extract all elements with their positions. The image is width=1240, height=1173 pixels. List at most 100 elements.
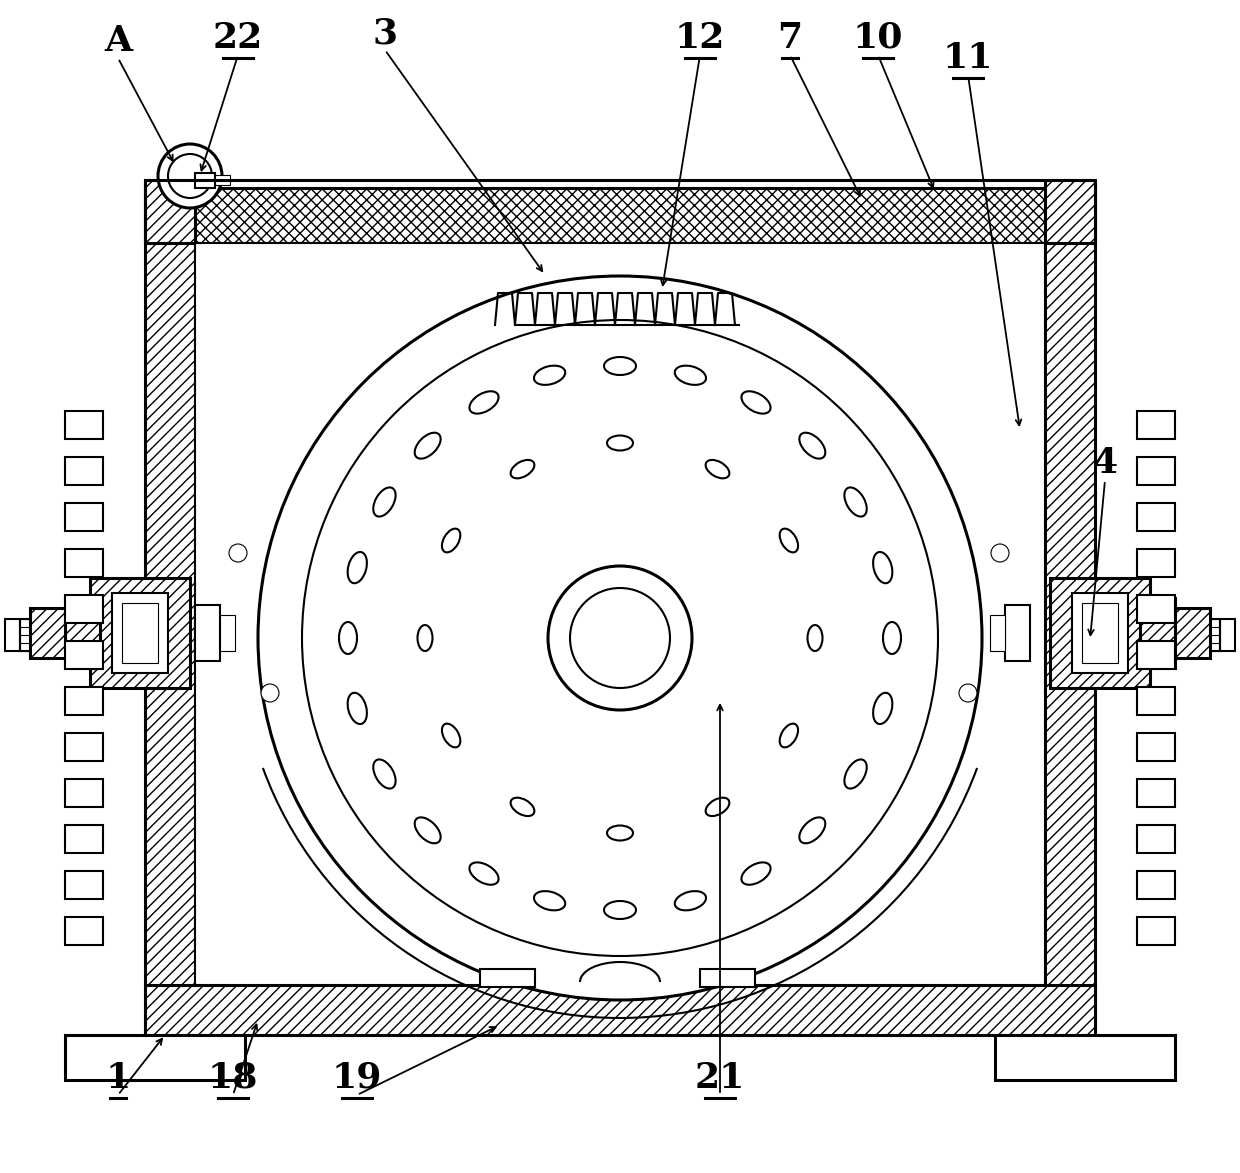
Bar <box>1137 640 1176 669</box>
Bar <box>64 640 103 669</box>
Bar <box>1137 687 1176 716</box>
Bar <box>1137 457 1176 484</box>
Bar <box>701 969 755 986</box>
Bar <box>1176 608 1210 658</box>
Bar <box>30 608 64 658</box>
Bar <box>64 595 103 623</box>
Circle shape <box>303 320 937 956</box>
Bar <box>64 687 103 716</box>
Bar <box>1137 411 1176 439</box>
Bar <box>1220 619 1235 651</box>
Ellipse shape <box>418 625 433 651</box>
Ellipse shape <box>675 366 706 385</box>
Text: 22: 22 <box>213 21 263 55</box>
Bar <box>64 598 100 667</box>
Bar <box>219 615 236 651</box>
Circle shape <box>959 684 977 701</box>
Bar <box>112 594 167 673</box>
Text: 12: 12 <box>675 21 725 55</box>
Text: 3: 3 <box>372 16 398 50</box>
Ellipse shape <box>511 460 534 479</box>
Ellipse shape <box>534 366 565 385</box>
Ellipse shape <box>844 759 867 788</box>
Bar <box>1137 595 1176 623</box>
Bar <box>145 179 195 243</box>
Circle shape <box>167 154 212 198</box>
Ellipse shape <box>470 862 498 884</box>
Bar <box>195 188 1045 243</box>
Bar <box>64 411 103 439</box>
Bar <box>1137 503 1176 531</box>
Ellipse shape <box>604 901 636 918</box>
Ellipse shape <box>373 488 396 516</box>
Bar <box>1073 594 1128 673</box>
Ellipse shape <box>742 392 770 414</box>
Ellipse shape <box>608 435 632 450</box>
Ellipse shape <box>347 693 367 724</box>
Ellipse shape <box>373 759 396 788</box>
Ellipse shape <box>414 818 440 843</box>
Bar <box>91 578 190 689</box>
Bar <box>64 1035 246 1080</box>
Bar <box>990 615 1004 651</box>
Text: 10: 10 <box>853 21 903 55</box>
Text: 1: 1 <box>105 1062 130 1096</box>
Ellipse shape <box>780 724 799 747</box>
Bar <box>195 605 219 662</box>
Bar <box>1137 872 1176 899</box>
Ellipse shape <box>800 433 826 459</box>
Ellipse shape <box>807 625 822 651</box>
Bar <box>64 825 103 853</box>
Ellipse shape <box>706 460 729 479</box>
Text: A: A <box>104 23 133 57</box>
Bar <box>195 172 215 188</box>
Circle shape <box>570 588 670 689</box>
Bar <box>1140 598 1176 667</box>
Text: 18: 18 <box>208 1062 258 1096</box>
Bar <box>195 243 1045 985</box>
Ellipse shape <box>873 693 893 724</box>
Ellipse shape <box>441 529 460 552</box>
Bar <box>64 779 103 807</box>
Circle shape <box>260 684 279 701</box>
Bar <box>1137 549 1176 577</box>
Text: 7: 7 <box>777 21 802 55</box>
Bar <box>1137 917 1176 945</box>
Text: 19: 19 <box>332 1062 382 1096</box>
Bar <box>64 457 103 484</box>
Text: 21: 21 <box>694 1062 745 1096</box>
Ellipse shape <box>470 392 498 414</box>
Ellipse shape <box>706 798 729 816</box>
Ellipse shape <box>511 798 534 816</box>
Ellipse shape <box>883 622 901 655</box>
Bar <box>1050 578 1149 689</box>
Ellipse shape <box>780 529 799 552</box>
Bar <box>145 985 1095 1035</box>
Bar <box>64 503 103 531</box>
Bar <box>1137 779 1176 807</box>
Bar <box>1083 603 1118 663</box>
Ellipse shape <box>742 862 770 884</box>
Bar <box>122 603 157 663</box>
Ellipse shape <box>675 891 706 910</box>
Text: 4: 4 <box>1092 446 1117 480</box>
Bar <box>1004 605 1030 662</box>
Bar <box>1137 733 1176 761</box>
Bar <box>5 619 20 651</box>
Bar <box>994 1035 1176 1080</box>
Ellipse shape <box>873 552 893 583</box>
Circle shape <box>548 567 692 710</box>
Bar <box>1045 179 1095 243</box>
Ellipse shape <box>608 826 632 841</box>
Bar <box>215 175 229 185</box>
Bar <box>145 188 195 1035</box>
Circle shape <box>991 544 1009 562</box>
Text: 11: 11 <box>942 41 993 75</box>
Bar <box>1137 825 1176 853</box>
Ellipse shape <box>347 552 367 583</box>
Bar <box>1045 188 1095 1035</box>
Ellipse shape <box>800 818 826 843</box>
Ellipse shape <box>441 724 460 747</box>
Bar <box>64 549 103 577</box>
Ellipse shape <box>844 488 867 516</box>
